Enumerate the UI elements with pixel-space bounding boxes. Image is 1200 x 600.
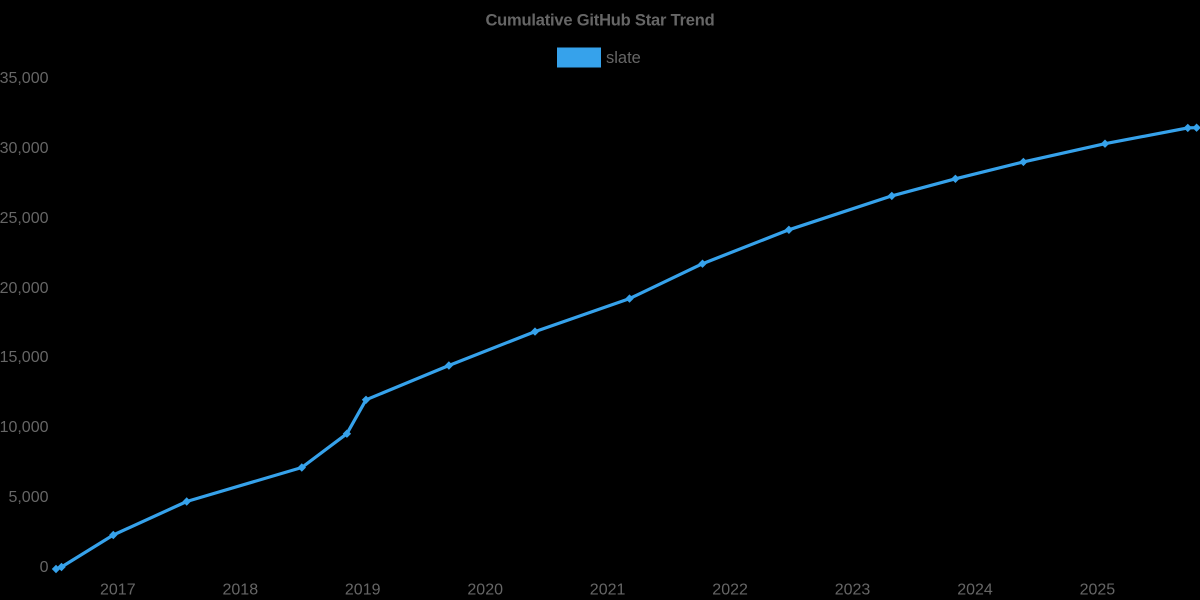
svg-text:2023: 2023 [835, 582, 871, 599]
svg-text:2025: 2025 [1080, 582, 1116, 599]
svg-text:slate: slate [606, 49, 641, 67]
svg-text:5,000: 5,000 [8, 489, 48, 506]
svg-text:2018: 2018 [223, 582, 259, 599]
svg-text:10,000: 10,000 [0, 419, 49, 436]
svg-text:2024: 2024 [957, 582, 993, 599]
svg-text:20,000: 20,000 [0, 280, 49, 297]
svg-text:2017: 2017 [100, 582, 136, 599]
svg-text:2021: 2021 [590, 582, 626, 599]
svg-text:30,000: 30,000 [0, 140, 49, 157]
svg-text:2020: 2020 [467, 582, 503, 599]
svg-text:15,000: 15,000 [0, 349, 49, 366]
svg-text:0: 0 [40, 559, 49, 576]
svg-text:2022: 2022 [712, 582, 748, 599]
svg-text:35,000: 35,000 [0, 70, 49, 87]
svg-text:25,000: 25,000 [0, 210, 49, 227]
svg-text:2019: 2019 [345, 582, 381, 599]
svg-text:Cumulative GitHub Star Trend: Cumulative GitHub Star Trend [485, 12, 714, 30]
